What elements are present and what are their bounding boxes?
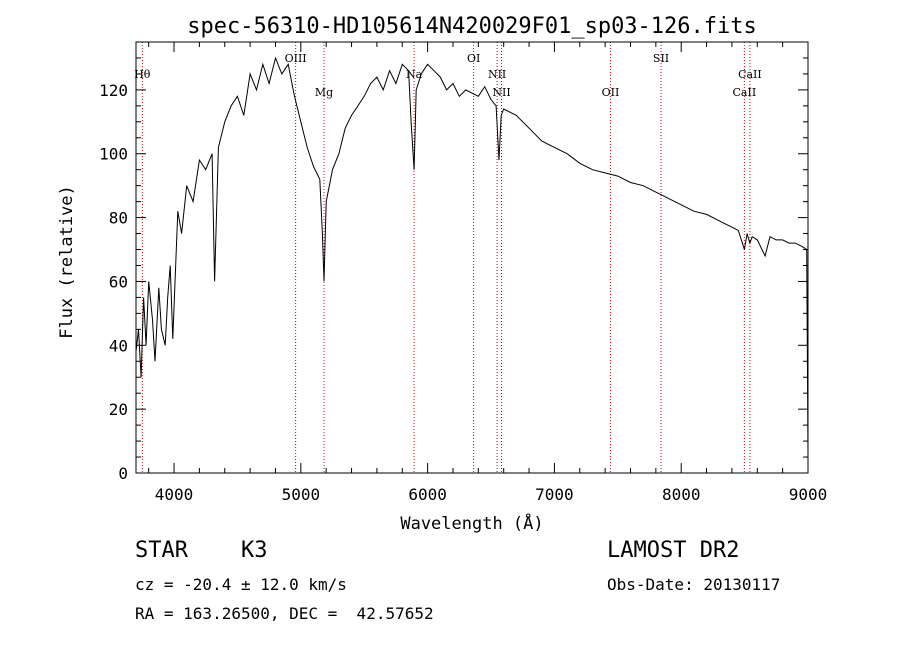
- x-axis-label: Wavelength (Å): [400, 512, 543, 534]
- chart-title: spec-56310-HD105614N420029F01_sp03-126.f…: [187, 14, 757, 39]
- x-tick-label: 9000: [789, 485, 828, 504]
- x-tick-label: 4000: [155, 485, 194, 504]
- plot-frame: [135, 41, 809, 474]
- spectral-line-label: SII: [653, 52, 669, 65]
- x-tick-label: 7000: [535, 485, 574, 504]
- y-tick-label: 40: [109, 336, 128, 355]
- x-tick-label: 5000: [282, 485, 321, 504]
- x-axis: 4000 5000 6000 7000 8000 9000: [148, 42, 828, 504]
- spectral-line-label: OI: [467, 52, 480, 65]
- y-tick-label: 120: [99, 81, 128, 100]
- spectral-line-label: Mg: [315, 86, 333, 99]
- y-tick-label: 0: [118, 464, 128, 483]
- y-tick-label: 100: [99, 145, 128, 164]
- object-class: STAR K3: [135, 538, 268, 563]
- spectral-line-label: NII: [492, 86, 510, 99]
- spectral-line-label: OIII: [285, 52, 307, 65]
- spectral-line-label: Hθ: [134, 68, 151, 81]
- y-tick-label: 20: [109, 400, 128, 419]
- observation-date: Obs-Date: 20130117: [607, 575, 781, 594]
- coordinates-readout: RA = 163.26500, DEC = 42.57652: [135, 604, 434, 623]
- spectral-line-label: CaII: [738, 68, 762, 81]
- spectral-line-label: NII: [488, 68, 506, 81]
- spectrum-line: [135, 56, 809, 458]
- redshift-readout: cz = -20.4 ± 12.0 km/s: [135, 575, 347, 594]
- survey-name: LAMOST DR2: [607, 538, 740, 563]
- spectral-line-markers: [141, 42, 751, 473]
- x-tick-label: 8000: [662, 485, 701, 504]
- y-tick-label: 60: [109, 272, 128, 291]
- y-tick-label: 80: [109, 209, 128, 228]
- x-tick-label: 6000: [408, 485, 447, 504]
- spectral-line-label: OII: [602, 86, 620, 99]
- spectral-line-label: Na: [406, 68, 423, 81]
- y-axis: 0 20 40 60 80 100 120: [99, 57, 808, 483]
- spectral-line-labels: Hθ OIII Mg Na OI NII NII OII SII CaII CaII: [134, 52, 762, 99]
- spectral-line-label: CaII: [733, 86, 757, 99]
- y-axis-label: Flux (relative): [57, 185, 77, 339]
